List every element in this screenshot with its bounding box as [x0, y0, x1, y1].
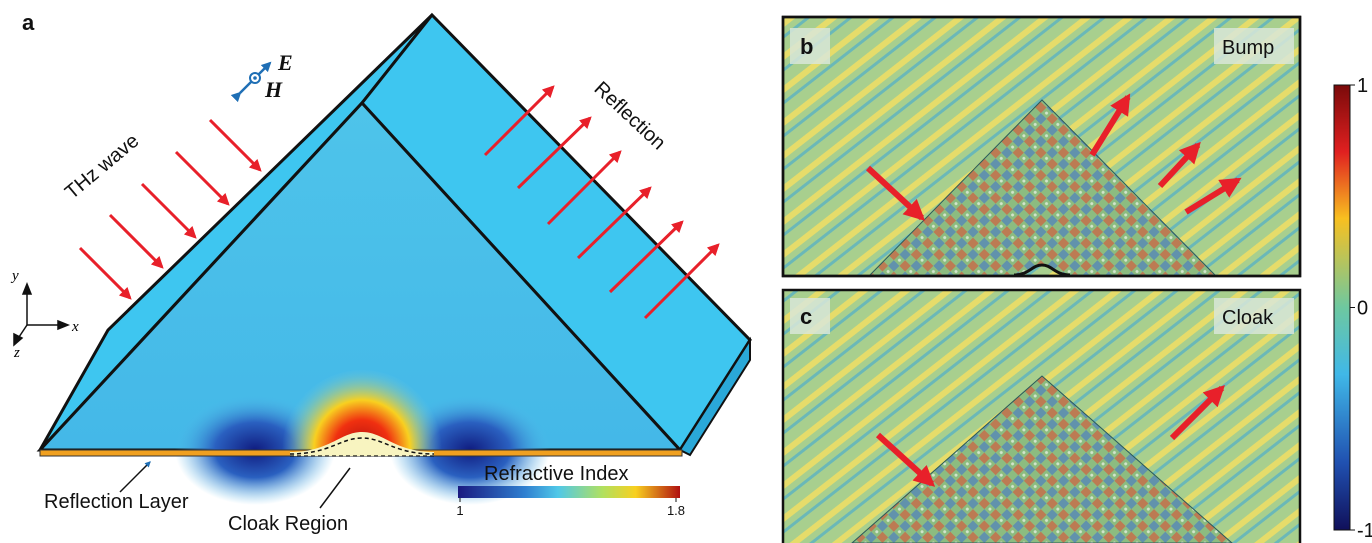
reflection-label: Reflection — [590, 78, 670, 155]
wave-label: THz wave — [61, 130, 143, 204]
axis-triad — [14, 284, 68, 345]
z-axis-label: z — [13, 345, 20, 361]
h-field-symbol — [253, 76, 257, 80]
x-axis-label: x — [71, 319, 79, 335]
figure: a THz wave E H Reflection y x z Reflecti… — [0, 0, 1372, 543]
y-axis-label: y — [10, 268, 19, 284]
index-colorbar — [458, 486, 680, 498]
pointer — [120, 462, 150, 492]
panel-label: b — [800, 34, 813, 59]
h-label: H — [264, 77, 283, 102]
colorbar-title: Refractive Index — [484, 463, 629, 485]
panel-label: a — [22, 10, 35, 35]
colorbar-tick-label: 1 — [456, 503, 463, 518]
panel-title: Cloak — [1222, 307, 1274, 329]
panel-label: c — [800, 304, 812, 329]
reflection-layer-label: Reflection Layer — [44, 491, 189, 513]
panel-title: Bump — [1222, 37, 1274, 59]
colorbar-tick-label: 0 — [1357, 298, 1368, 320]
colorbar-tick-label: 1 — [1357, 75, 1368, 97]
e-label: E — [277, 50, 293, 75]
colorbar-tick-label: -1 — [1357, 520, 1372, 542]
field-colorbar — [1334, 85, 1350, 530]
colorbar-tick-label: 1.8 — [667, 503, 685, 518]
cloak-region-label: Cloak Region — [228, 513, 348, 535]
